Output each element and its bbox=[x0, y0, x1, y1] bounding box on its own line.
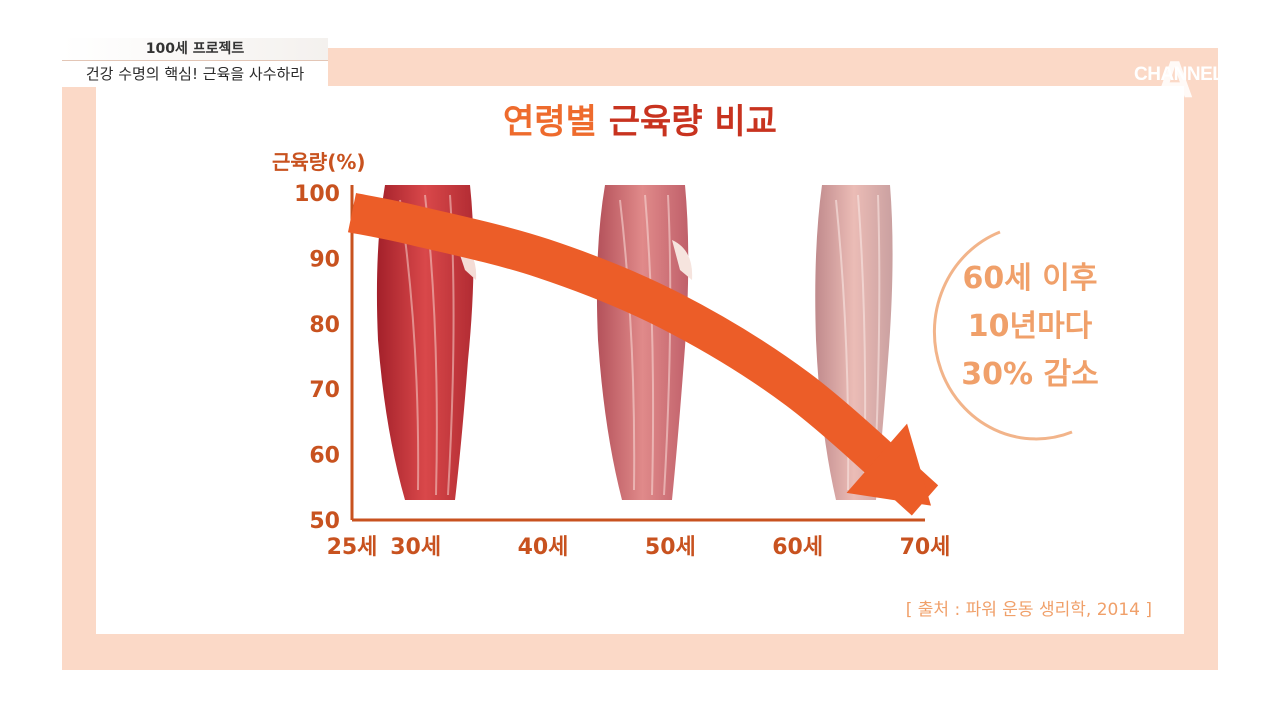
y-tick-label: 100 bbox=[294, 182, 340, 207]
y-axis-label: 근육량(%) bbox=[272, 150, 366, 174]
channel-logo-text: CHANNEL bbox=[1134, 64, 1224, 85]
chart-series bbox=[347, 193, 939, 516]
channel-a-mark: A bbox=[1156, 51, 1194, 109]
channel-logo: A CHANNEL bbox=[1130, 51, 1224, 109]
x-tick-label: 60세 bbox=[772, 535, 823, 560]
trend-arrow-head bbox=[846, 423, 932, 506]
callout: 60세 이후 10년마다 30% 감소 bbox=[930, 255, 1130, 399]
x-tick-label: 40세 bbox=[518, 535, 569, 560]
x-tick-label: 50세 bbox=[645, 535, 696, 560]
show-tag: 100세 프로젝트 bbox=[62, 38, 328, 60]
muscle-illustration-middle bbox=[596, 185, 693, 500]
x-ticks: 25세 30세 40세 50세 60세 70세 bbox=[327, 535, 951, 560]
chart-title-part2: 근육량 비교 bbox=[608, 102, 777, 142]
y-tick-label: 80 bbox=[309, 313, 340, 338]
y-tick-label: 50 bbox=[309, 509, 340, 534]
y-tick-label: 90 bbox=[309, 247, 340, 272]
show-subtitle: 건강 수명의 핵심! 근육을 사수하라 bbox=[62, 60, 328, 87]
x-tick-label: 30세 bbox=[390, 535, 441, 560]
y-ticks: 100 90 80 70 60 50 bbox=[294, 182, 340, 534]
x-tick-label: 25세 bbox=[327, 535, 378, 560]
y-tick-label: 70 bbox=[309, 378, 340, 403]
callout-arc bbox=[932, 230, 1073, 441]
callout-line-1: 60세 이후 bbox=[962, 261, 1098, 296]
muscle-illustration-young bbox=[376, 185, 477, 500]
callout-line-3: 30% 감소 bbox=[961, 357, 1099, 392]
source-citation: [ 출처 : 파워 운동 생리학, 2014 ] bbox=[905, 600, 1152, 620]
trend-arrow-body bbox=[347, 193, 939, 516]
x-tick-label: 70세 bbox=[900, 535, 951, 560]
callout-line-2: 10년마다 bbox=[967, 309, 1093, 344]
chart-title: 연령별 근육량 비교 bbox=[0, 94, 1280, 143]
chart-axes bbox=[350, 185, 925, 522]
y-tick-label: 60 bbox=[309, 444, 340, 469]
chart-title-part1: 연령별 bbox=[503, 102, 597, 142]
